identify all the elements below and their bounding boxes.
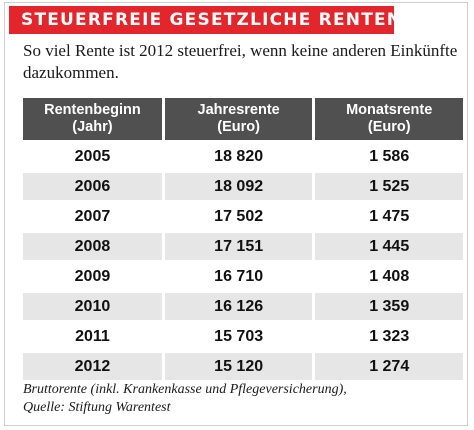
table-row: 2011 15 703 1 323 xyxy=(23,323,463,350)
cell-annual-pension: 15 703 xyxy=(164,323,313,350)
column-header-line: (Euro) xyxy=(367,119,411,135)
column-header-monatsrente: Monatsrente (Euro) xyxy=(315,98,463,140)
table-row: 2006 18 092 1 525 xyxy=(23,173,463,200)
column-header-jahresrente: Jahresrente (Euro) xyxy=(164,98,313,140)
title-bar: STEUERFREIE GESETZLICHE RENTEN xyxy=(9,6,401,34)
cell-annual-pension: 17 151 xyxy=(164,233,313,260)
cell-year: 2010 xyxy=(23,293,162,320)
cell-annual-pension: 15 120 xyxy=(164,353,313,380)
cell-annual-pension: 18 092 xyxy=(164,173,313,200)
table-row: 2010 16 126 1 359 xyxy=(23,293,463,320)
footnote: Bruttorente (inkl. Krankenkasse und Pfle… xyxy=(23,381,463,417)
column-header-line: Rentenbeginn xyxy=(44,102,141,118)
cell-monthly-pension: 1 586 xyxy=(315,143,463,170)
table-row: 2012 15 120 1 274 xyxy=(23,353,463,380)
pension-table-container: Rentenbeginn (Jahr) Jahresrente (Euro) M… xyxy=(23,95,469,383)
infobox-title: STEUERFREIE GESETZLICHE RENTEN xyxy=(21,10,403,30)
cell-year: 2007 xyxy=(23,203,162,230)
table-row: 2005 18 820 1 586 xyxy=(23,143,463,170)
column-header-rentenbeginn: Rentenbeginn (Jahr) xyxy=(23,98,162,140)
column-header-line: Jahresrente xyxy=(197,102,280,118)
cell-monthly-pension: 1 525 xyxy=(315,173,463,200)
cell-year: 2006 xyxy=(23,173,162,200)
cell-year: 2009 xyxy=(23,263,162,290)
table-header-row: Rentenbeginn (Jahr) Jahresrente (Euro) M… xyxy=(23,98,463,140)
cell-monthly-pension: 1 274 xyxy=(315,353,463,380)
footnote-note: Bruttorente (inkl. Krankenkasse und Pfle… xyxy=(23,382,347,397)
pension-table: Rentenbeginn (Jahr) Jahresrente (Euro) M… xyxy=(20,95,466,383)
infobox-subtitle: So viel Rente ist 2012 steuerfrei, wenn … xyxy=(23,41,458,82)
cell-monthly-pension: 1 323 xyxy=(315,323,463,350)
column-header-line: (Jahr) xyxy=(72,119,113,135)
cell-year: 2008 xyxy=(23,233,162,260)
cell-monthly-pension: 1 408 xyxy=(315,263,463,290)
cell-year: 2011 xyxy=(23,323,162,350)
column-header-line: Monatsrente xyxy=(346,102,433,118)
cell-annual-pension: 17 502 xyxy=(164,203,313,230)
cell-annual-pension: 16 126 xyxy=(164,293,313,320)
table-row: 2007 17 502 1 475 xyxy=(23,203,463,230)
infobox-frame: STEUERFREIE GESETZLICHE RENTEN So viel R… xyxy=(4,2,468,426)
cell-year: 2012 xyxy=(23,353,162,380)
footnote-source: Quelle: Stiftung Warentest xyxy=(23,400,171,415)
cell-monthly-pension: 1 359 xyxy=(315,293,463,320)
cell-annual-pension: 16 710 xyxy=(164,263,313,290)
cell-year: 2005 xyxy=(23,143,162,170)
table-row: 2008 17 151 1 445 xyxy=(23,233,463,260)
cell-annual-pension: 18 820 xyxy=(164,143,313,170)
cell-monthly-pension: 1 475 xyxy=(315,203,463,230)
column-header-line: (Euro) xyxy=(217,119,260,135)
cell-monthly-pension: 1 445 xyxy=(315,233,463,260)
table-row: 2009 16 710 1 408 xyxy=(23,263,463,290)
